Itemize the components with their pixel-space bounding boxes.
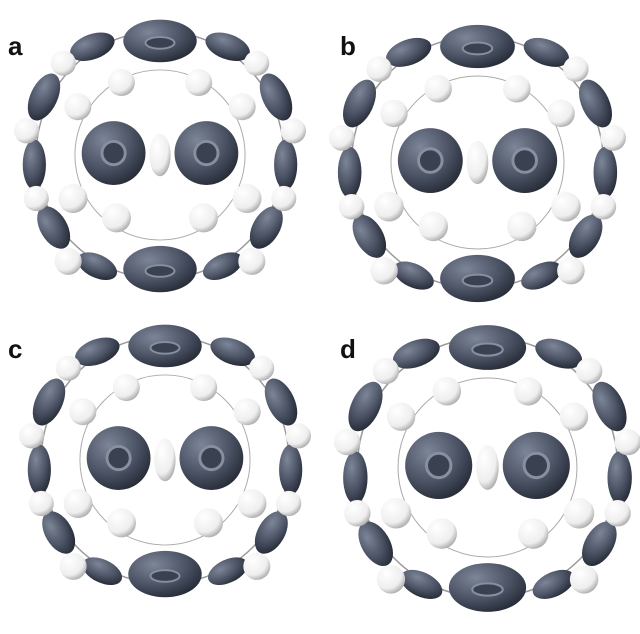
orbital-a — [14, 20, 306, 293]
orbital-c — [19, 325, 311, 598]
panel-label: d — [340, 334, 356, 364]
page: {"panels": [{"label": "a"}, {"label": "b… — [0, 0, 640, 634]
panel-label: c — [8, 334, 22, 364]
orbital-d — [334, 325, 640, 612]
figure: a b c d — [0, 0, 640, 634]
orbital-b — [329, 25, 626, 302]
panel-label: b — [340, 31, 356, 61]
panel-label: a — [8, 31, 23, 61]
